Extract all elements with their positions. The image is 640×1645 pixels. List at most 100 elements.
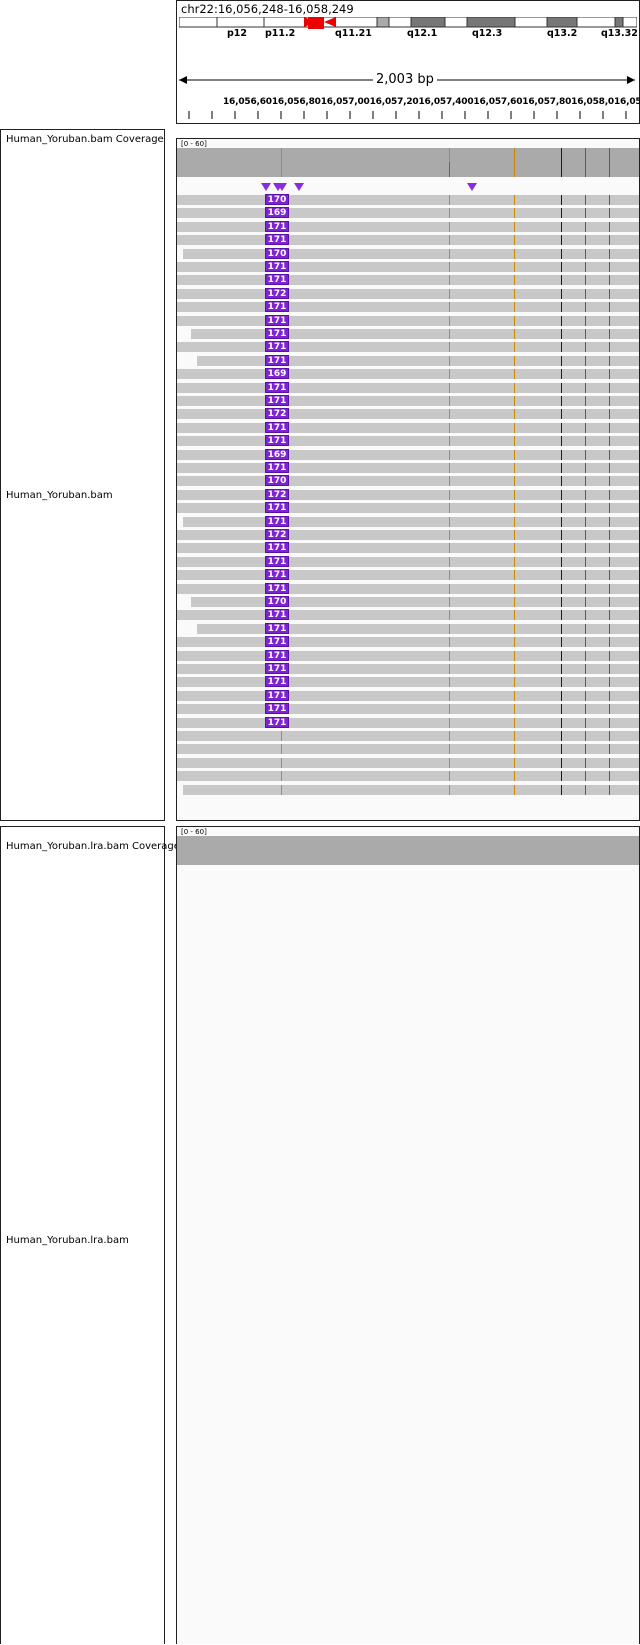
insertion-label[interactable]: 172	[265, 529, 289, 540]
aligned-read[interactable]	[177, 396, 639, 406]
insertion-label[interactable]: 171	[265, 676, 289, 688]
aligned-read[interactable]	[177, 463, 639, 473]
insertion-label[interactable]: 170	[265, 596, 289, 607]
insertion-label[interactable]: 171	[265, 649, 289, 661]
aligned-read[interactable]	[183, 248, 639, 259]
insertion-label[interactable]: 171	[265, 301, 289, 313]
alignment-track-label[interactable]: Human_Yoruban.bam	[6, 490, 113, 501]
aligned-read[interactable]	[177, 717, 639, 728]
aligned-read[interactable]	[177, 610, 639, 621]
alignment-track-label[interactable]: Human_Yoruban.lra.bam	[6, 1235, 129, 1246]
aligned-read[interactable]	[177, 744, 639, 755]
aligned-read[interactable]	[177, 503, 639, 514]
aligned-read[interactable]	[177, 275, 639, 286]
aligned-read[interactable]	[177, 262, 639, 272]
insertion-label[interactable]: 171	[265, 314, 289, 326]
aligned-read[interactable]	[177, 302, 639, 313]
insertion-label[interactable]: 170	[265, 475, 289, 487]
aligned-read[interactable]	[177, 489, 639, 500]
insertion-label[interactable]: 172	[265, 287, 289, 299]
insertion-label[interactable]: 171	[265, 703, 289, 715]
insertion-label[interactable]: 171	[265, 381, 289, 393]
insertion-label[interactable]: 172	[265, 488, 289, 500]
aligned-read[interactable]	[183, 516, 639, 527]
insertion-label[interactable]: 171	[265, 328, 289, 339]
aligned-read[interactable]	[177, 543, 639, 554]
insertion-label[interactable]: 171	[265, 716, 289, 728]
aligned-read[interactable]	[177, 221, 639, 232]
insertion-label[interactable]: 171	[265, 462, 289, 473]
aligned-read[interactable]	[177, 704, 639, 715]
insertion-label[interactable]: 171	[265, 663, 289, 674]
insertion-label[interactable]: 171	[265, 395, 289, 406]
aligned-read[interactable]	[177, 195, 639, 205]
insertion-marker-icon[interactable]	[261, 183, 271, 191]
aligned-read[interactable]	[177, 530, 639, 540]
insertion-label[interactable]: 172	[265, 408, 289, 420]
coverage-track-label[interactable]: Human_Yoruban.lra.bam Coverage	[6, 841, 180, 852]
insertion-label[interactable]: 171	[265, 555, 289, 567]
insertion-label[interactable]: 171	[265, 354, 289, 366]
insertion-label[interactable]: 171	[265, 636, 289, 648]
insertion-label[interactable]: 171	[265, 341, 289, 353]
insertion-label[interactable]: 171	[265, 220, 289, 232]
aligned-read[interactable]	[177, 235, 639, 246]
insertion-label[interactable]: 169	[265, 207, 289, 219]
insertion-label[interactable]: 171	[265, 261, 289, 272]
insertion-label[interactable]: 170	[265, 247, 289, 259]
insertion-marker-icon[interactable]	[294, 183, 304, 191]
aligned-read[interactable]	[177, 409, 639, 420]
aligned-read[interactable]	[191, 329, 639, 339]
aligned-read[interactable]	[177, 315, 639, 326]
insertion-label[interactable]: 171	[265, 274, 289, 286]
aligned-read[interactable]	[177, 449, 639, 460]
insertion-label[interactable]: 171	[265, 542, 289, 554]
aligned-read[interactable]	[177, 288, 639, 299]
aligned-read[interactable]	[177, 476, 639, 487]
insertion-label[interactable]: 171	[265, 435, 289, 447]
aligned-read[interactable]	[177, 637, 639, 648]
aligned-read[interactable]	[197, 355, 639, 366]
aligned-read[interactable]	[177, 556, 639, 567]
insertion-label[interactable]: 171	[265, 582, 289, 594]
track2-data-panel[interactable]	[176, 892, 640, 1644]
insertion-label[interactable]: 170	[265, 194, 289, 205]
aligned-read[interactable]	[177, 422, 639, 433]
aligned-read[interactable]	[177, 650, 639, 661]
track1-data-panel[interactable]: [0 - 60] 170 169 171 171 170 171 171 172 171 171 1…	[176, 138, 640, 821]
aligned-read[interactable]	[177, 731, 639, 741]
aligned-read[interactable]	[183, 784, 639, 795]
alignment-area[interactable]: 170 169 171 171 170 171 171 172 171 171 171 171 171 1…	[177, 183, 639, 821]
insertion-label[interactable]: 171	[265, 234, 289, 246]
coverage-area[interactable]	[177, 148, 639, 177]
aligned-read[interactable]	[177, 757, 639, 768]
insertion-label[interactable]: 171	[265, 515, 289, 527]
insertion-label[interactable]: 169	[265, 368, 289, 380]
aligned-read[interactable]	[177, 208, 639, 219]
aligned-read[interactable]	[177, 690, 639, 701]
aligned-read[interactable]	[177, 369, 639, 380]
insertion-label[interactable]: 171	[265, 622, 289, 634]
insertion-label[interactable]: 169	[265, 448, 289, 460]
insertion-marker-icon[interactable]	[467, 183, 477, 191]
insertion-label[interactable]: 171	[265, 569, 289, 581]
chromosome-ideogram[interactable]	[179, 17, 637, 29]
aligned-read[interactable]	[177, 342, 639, 353]
aligned-read[interactable]	[177, 382, 639, 393]
locus-text[interactable]: chr22:16,056,248-16,058,249	[181, 2, 354, 16]
aligned-read[interactable]	[177, 583, 639, 594]
insertion-label[interactable]: 171	[265, 421, 289, 433]
aligned-read[interactable]	[177, 771, 639, 782]
insertion-marker-icon[interactable]	[277, 183, 287, 191]
aligned-read[interactable]	[177, 570, 639, 581]
aligned-read[interactable]	[197, 623, 639, 634]
insertion-label[interactable]: 171	[265, 689, 289, 701]
aligned-read[interactable]	[177, 436, 639, 447]
insertion-label[interactable]: 171	[265, 502, 289, 514]
aligned-read[interactable]	[177, 664, 639, 674]
insertion-label[interactable]: 171	[265, 609, 289, 621]
aligned-read[interactable]	[177, 677, 639, 688]
aligned-read[interactable]	[191, 597, 639, 607]
coverage-track-label[interactable]: Human_Yoruban.bam Coverage	[6, 134, 164, 145]
coverage-area[interactable]	[177, 836, 639, 865]
